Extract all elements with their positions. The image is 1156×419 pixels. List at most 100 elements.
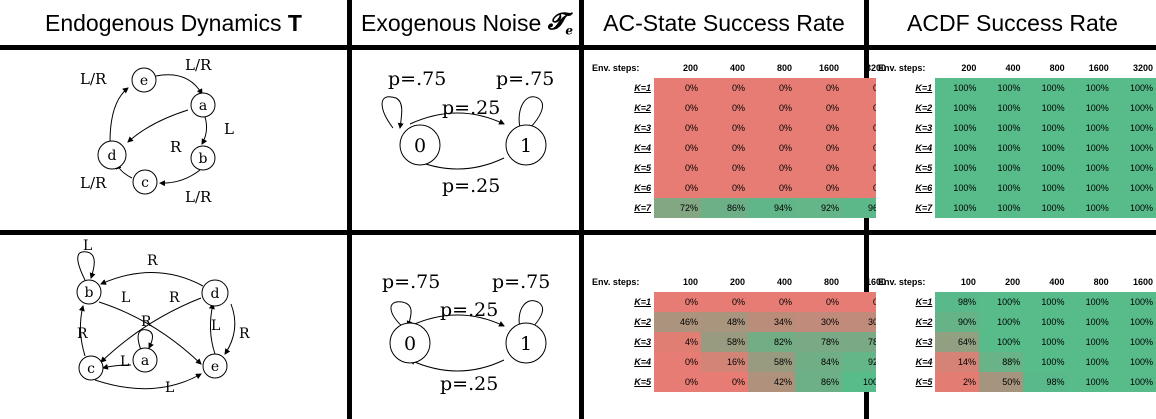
table-row: K=20%0%0%0%0% [590,98,889,118]
svg-text:e: e [140,73,148,89]
k-label: K=6 [876,178,936,198]
success-rate-cell: 100% [1067,198,1112,218]
k-label: K=2 [590,98,654,118]
steps-header: 400 [729,63,745,73]
table-row: K=4 100% 100% 100% 100% 100% [876,138,1156,158]
table-row: K=3 64% 100% 100% 100% 100% [876,332,1156,352]
edge-label: L/R [80,70,107,88]
success-rate-cell: 58% [748,352,795,372]
node-1: 1 [505,322,547,364]
steps-header: 100 [682,277,698,287]
edge-label: L [211,318,220,334]
success-rate-cell: 100% [979,98,1024,118]
success-rate-cell: 100% [1023,138,1068,158]
edge-label: R [141,314,152,330]
success-rate-cell: 100% [1023,118,1068,138]
success-rate-cell: 0% [795,158,842,178]
success-rate-cell: 100% [1067,332,1112,352]
success-rate-cell: 0% [654,178,701,198]
header-acdf: ACDF Success Rate [907,9,1118,36]
header-exogenous-text: Exogenous Noise [361,9,542,36]
success-rate-cell: 100% [1067,118,1112,138]
table-row: K=40%16%58%84%92% [590,352,889,372]
table-row: K=10%0%0%0%0% [590,78,889,98]
table-row: K=10%0%0%0%0% [590,292,889,312]
success-rate-cell: 0% [701,292,748,312]
k-label: K=1 [590,292,654,312]
success-rate-cell: 100% [1067,158,1112,178]
success-rate-cell: 86% [701,198,748,218]
success-rate-cell: 2% [935,372,979,392]
svg-text:d: d [108,148,117,164]
steps-header: 400 [1049,277,1065,287]
success-rate-cell: 100% [1111,372,1156,392]
divider-vertical-2 [579,0,584,419]
node-c: c [78,355,104,381]
steps-header: 200 [729,277,745,287]
success-rate-cell: 100% [935,178,980,198]
svg-text:1: 1 [520,135,532,157]
node-d: d [201,279,229,307]
node-0: 0 [389,322,431,364]
table-header-row: Env. steps: 200 400 800 1600 3200 [876,58,1156,78]
edge-label: L/R [80,174,107,192]
k-label: K=5 [876,372,936,392]
success-rate-cell: 0% [795,178,842,198]
steps-header: 1600 [1088,63,1109,73]
success-rate-cell: 0% [795,98,842,118]
edge-label: R [170,138,182,156]
table-row: K=34%58%82%78%78% [590,332,889,352]
success-rate-cell: 100% [979,78,1024,98]
success-rate-cell: 0% [701,118,748,138]
k-label: K=4 [590,138,654,158]
success-rate-cell: 100% [1067,178,1112,198]
node-0: 0 [399,124,441,166]
success-rate-cell: 100% [979,198,1024,218]
endogenous-diagram-row2: b d a c e L R L R R R L R L L [76,238,250,396]
success-rate-cell: 0% [654,98,701,118]
success-rate-cell: 100% [935,78,980,98]
success-rate-cell: 0% [748,138,795,158]
acstate-table-row1: Env. steps:20040080016003200K=10%0%0%0%0… [590,58,889,218]
acdf-table-row2: Env. steps: 100 200 400 800 1600 K=1 98% 100% 100… [876,272,1156,392]
success-rate-cell: 100% [1023,178,1068,198]
k-label: K=2 [590,312,654,332]
edge-label: L [83,238,92,254]
k-label: K=3 [590,118,654,138]
table-row: K=7 100% 100% 100% 100% 100% [876,198,1156,218]
node-e: e [131,67,157,93]
success-rate-cell: 100% [1023,158,1068,178]
svg-text:d: d [211,286,220,302]
table-row: K=246%48%34%30%30% [590,312,889,332]
table-row: K=1 100% 100% 100% 100% 100% [876,78,1156,98]
edge-label: L [121,290,130,306]
success-rate-cell: 0% [701,158,748,178]
edge-label: p=.75 [492,271,550,293]
success-rate-cell: 0% [654,292,701,312]
success-rate-cell: 88% [978,352,1024,372]
success-rate-cell: 100% [1111,98,1156,118]
steps-header: 800 [1093,277,1109,287]
success-rate-cell: 100% [978,312,1024,332]
steps-header: 800 [776,63,792,73]
success-rate-cell: 100% [1067,372,1112,392]
success-rate-cell: 100% [935,138,980,158]
success-rate-cell: 100% [1111,352,1156,372]
success-rate-cell: 100% [978,292,1024,312]
env-steps-label: Env. steps: [878,63,926,73]
divider-vertical-1 [347,0,352,419]
success-rate-cell: 94% [748,198,795,218]
success-rate-cell: 0% [748,98,795,118]
endogenous-diagram-row1: e a d b c L/R L/R L R L/R L/R [80,56,234,206]
header-exogenous-symbol: 𝓣e [547,8,573,38]
success-rate-cell: 100% [935,98,980,118]
success-rate-cell: 100% [1067,98,1112,118]
success-rate-cell: 100% [1067,292,1112,312]
success-rate-cell: 100% [935,198,980,218]
table-row: K=5 2% 50% 98% 100% 100% [876,372,1156,392]
success-rate-cell: 0% [654,158,701,178]
success-rate-cell: 0% [701,372,748,392]
edge-label: p=.25 [442,175,500,197]
k-label: K=1 [876,292,936,312]
edge-label: L/R [185,56,212,74]
